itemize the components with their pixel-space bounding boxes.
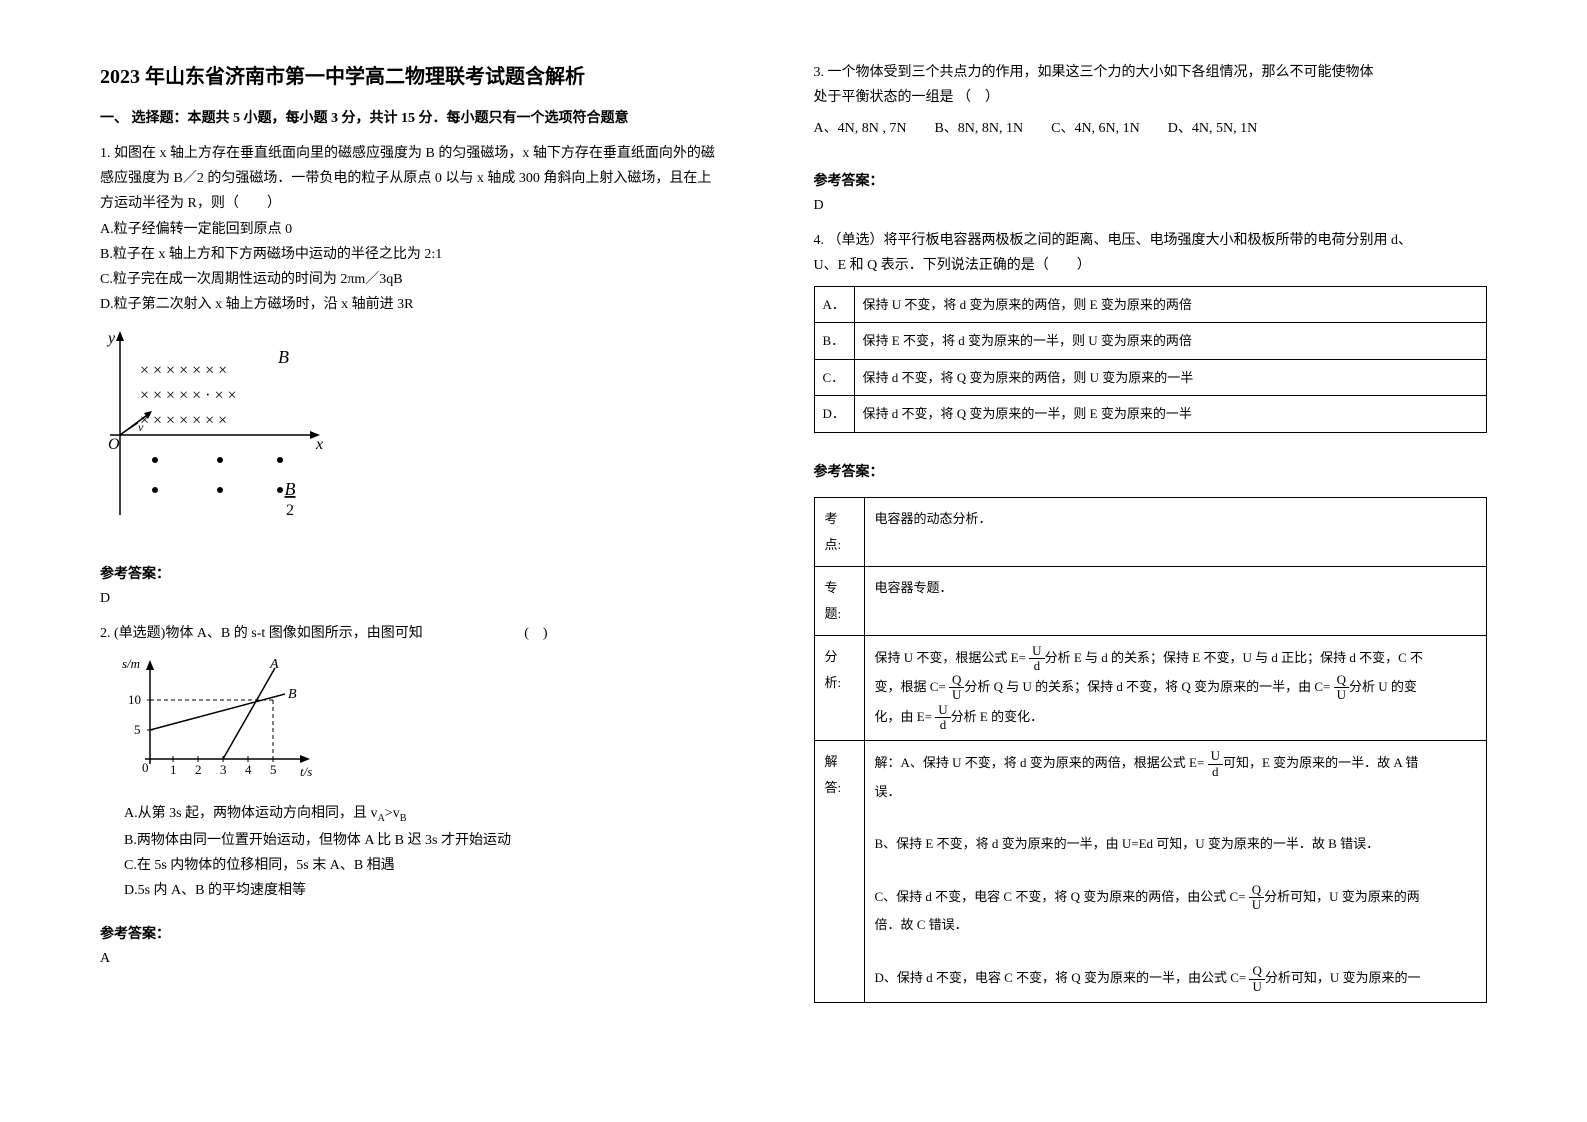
q4-choice-label-D: D．	[814, 396, 854, 432]
svg-text:× × × × × · × ×: × × × × × · × ×	[140, 387, 237, 404]
svg-text:B: B	[278, 347, 289, 367]
q4-analysis-table: 考点: 电容器的动态分析． 专题: 电容器专题． 分析: 保持 U 不变，根据公…	[814, 497, 1488, 1004]
analysis-content-zhuanti: 电容器专题．	[864, 566, 1487, 635]
q4-choice-text-C: 保持 d 不变，将 Q 变为原来的两倍，则 U 变为原来的一半	[854, 359, 1487, 395]
q1-diagram: y x O × × × × × × × × × × × × · × × × × …	[100, 325, 774, 534]
q2-answer: A	[100, 951, 774, 967]
q4-choice-text-A: 保持 U 不变，将 d 变为原来的两倍，则 E 变为原来的两倍	[854, 286, 1487, 322]
q4-choice-label-B: B．	[814, 323, 854, 359]
svg-text:x: x	[315, 436, 323, 453]
svg-text:5: 5	[134, 722, 141, 737]
analysis-row-jieda: 解答: 解：A、保持 U 不变，将 d 变为原来的两倍，根据公式 E= Ud可知…	[814, 741, 1487, 1003]
q4-choice-row-A: A． 保持 U 不变，将 d 变为原来的两倍，则 E 变为原来的两倍	[814, 286, 1487, 322]
analysis-label-jieda: 解答:	[814, 741, 864, 1003]
analysis-row-fenxi: 分析: 保持 U 不变，根据公式 E= Ud分析 E 与 d 的关系；保持 E …	[814, 635, 1487, 741]
svg-text:B: B	[285, 479, 296, 499]
q1-stem-2: 感应强度为 B／2 的匀强磁场．一带负电的粒子从原点 0 以与 x 轴成 300…	[100, 166, 774, 191]
analysis-row-zhuanti: 专题: 电容器专题．	[814, 566, 1487, 635]
q3-options: A、4N, 8N , 7N B、8N, 8N, 1N C、4N, 6N, 1N …	[814, 116, 1488, 141]
analysis-label-fenxi: 分析:	[814, 635, 864, 741]
q1-stem-1: 1. 如图在 x 轴上方存在垂直纸面向里的磁感应强度为 B 的匀强磁场，x 轴下…	[100, 141, 774, 166]
question-2: 2. (单选题)物体 A、B 的 s-t 图像如图所示，由图可知 ( ) s/m…	[100, 621, 774, 904]
q2-optD: D.5s 内 A、B 的平均速度相等	[100, 878, 774, 903]
q4-choice-text-D: 保持 d 不变，将 Q 变为原来的一半，则 E 变为原来的一半	[854, 396, 1487, 432]
analysis-row-kaodian: 考点: 电容器的动态分析．	[814, 497, 1487, 566]
svg-text:t/s: t/s	[300, 764, 312, 779]
q2-graph: s/m t/s 0 5 10 1 2 3 4 5	[100, 654, 774, 793]
left-column: 2023 年山东省济南市第一中学高二物理联考试题含解析 一、 选择题：本题共 5…	[100, 60, 774, 1082]
svg-text:2: 2	[286, 502, 294, 519]
q4-choice-label-C: C．	[814, 359, 854, 395]
svg-text:A: A	[269, 657, 279, 672]
q4-choice-row-D: D． 保持 d 不变，将 Q 变为原来的一半，则 E 变为原来的一半	[814, 396, 1487, 432]
q3-answer-label: 参考答案：	[814, 170, 1488, 190]
analysis-label-kaodian: 考点:	[814, 497, 864, 566]
q2-optA: A.从第 3s 起，两物体运动方向相同，且 vA>vB	[100, 801, 774, 828]
svg-text:y: y	[106, 330, 116, 347]
q2-optC: C.在 5s 内物体的位移相同，5s 末 A、B 相遇	[100, 853, 774, 878]
svg-text:2: 2	[195, 762, 202, 777]
question-4: 4. （单选）将平行板电容器两极板之间的距离、电压、电场强度大小和极板所带的电荷…	[814, 228, 1488, 441]
q1-optA: A.粒子经偏转一定能回到原点 0	[100, 217, 774, 242]
q1-optC: C.粒子完在成一次周期性运动的时间为 2πm／3qB	[100, 267, 774, 292]
q3-stem-2: 处于平衡状态的一组是 （ ）	[814, 85, 1488, 110]
question-1: 1. 如图在 x 轴上方存在垂直纸面向里的磁感应强度为 B 的匀强磁场，x 轴下…	[100, 141, 774, 543]
section-heading: 一、 选择题：本题共 5 小题，每小题 3 分，共计 15 分．每小题只有一个选…	[100, 107, 774, 127]
q1-stem-3: 方运动半径为 R，则（ ）	[100, 191, 774, 216]
svg-text:× × × × × × ×: × × × × × × ×	[140, 362, 227, 379]
q4-choice-row-C: C． 保持 d 不变，将 Q 变为原来的两倍，则 U 变为原来的一半	[814, 359, 1487, 395]
analysis-content-fenxi: 保持 U 不变，根据公式 E= Ud分析 E 与 d 的关系；保持 E 不变，U…	[864, 635, 1487, 741]
q4-stem-1: 4. （单选）将平行板电容器两极板之间的距离、电压、电场强度大小和极板所带的电荷…	[814, 228, 1488, 253]
q2-stem: 2. (单选题)物体 A、B 的 s-t 图像如图所示，由图可知 ( )	[100, 621, 774, 646]
svg-text:3: 3	[220, 762, 227, 777]
svg-text:0: 0	[142, 760, 149, 775]
q4-choice-row-B: B． 保持 E 不变，将 d 变为原来的一半，则 U 变为原来的两倍	[814, 323, 1487, 359]
analysis-label-zhuanti: 专题:	[814, 566, 864, 635]
q4-choice-table: A． 保持 U 不变，将 d 变为原来的两倍，则 E 变为原来的两倍 B． 保持…	[814, 286, 1488, 433]
svg-text:s/m: s/m	[122, 656, 140, 671]
q4-stem-2: U、E 和 Q 表示．下列说法正确的是（ ）	[814, 253, 1488, 278]
q1-optD: D.粒子第二次射入 x 轴上方磁场时，沿 x 轴前进 3R	[100, 292, 774, 317]
svg-text:10: 10	[128, 692, 141, 707]
q3-answer: D	[814, 198, 1488, 214]
svg-text:4: 4	[245, 762, 252, 777]
svg-text:5: 5	[270, 762, 277, 777]
q2-answer-label: 参考答案：	[100, 923, 774, 943]
q3-stem-1: 3. 一个物体受到三个共点力的作用，如果这三个力的大小如下各组情况，那么不可能使…	[814, 60, 1488, 85]
q2-optB: B.两物体由同一位置开始运动，但物体 A 比 B 迟 3s 才开始运动	[100, 828, 774, 853]
svg-text:v: v	[138, 420, 144, 434]
q1-answer: D	[100, 591, 774, 607]
right-column: 3. 一个物体受到三个共点力的作用，如果这三个力的大小如下各组情况，那么不可能使…	[814, 60, 1488, 1082]
svg-text:1: 1	[170, 762, 177, 777]
q1-optB: B.粒子在 x 轴上方和下方两磁场中运动的半径之比为 2:1	[100, 242, 774, 267]
page-title: 2023 年山东省济南市第一中学高二物理联考试题含解析	[100, 60, 774, 89]
q4-answer-label: 参考答案：	[814, 461, 1488, 481]
question-3: 3. 一个物体受到三个共点力的作用，如果这三个力的大小如下各组情况，那么不可能使…	[814, 60, 1488, 150]
svg-text:O: O	[108, 436, 120, 453]
q1-answer-label: 参考答案：	[100, 563, 774, 583]
svg-text:B: B	[288, 687, 297, 702]
q4-choice-label-A: A．	[814, 286, 854, 322]
analysis-content-jieda: 解：A、保持 U 不变，将 d 变为原来的两倍，根据公式 E= Ud可知，E 变…	[864, 741, 1487, 1003]
svg-text:× × × × × × ×: × × × × × × ×	[140, 412, 227, 429]
q4-choice-text-B: 保持 E 不变，将 d 变为原来的一半，则 U 变为原来的两倍	[854, 323, 1487, 359]
analysis-content-kaodian: 电容器的动态分析．	[864, 497, 1487, 566]
